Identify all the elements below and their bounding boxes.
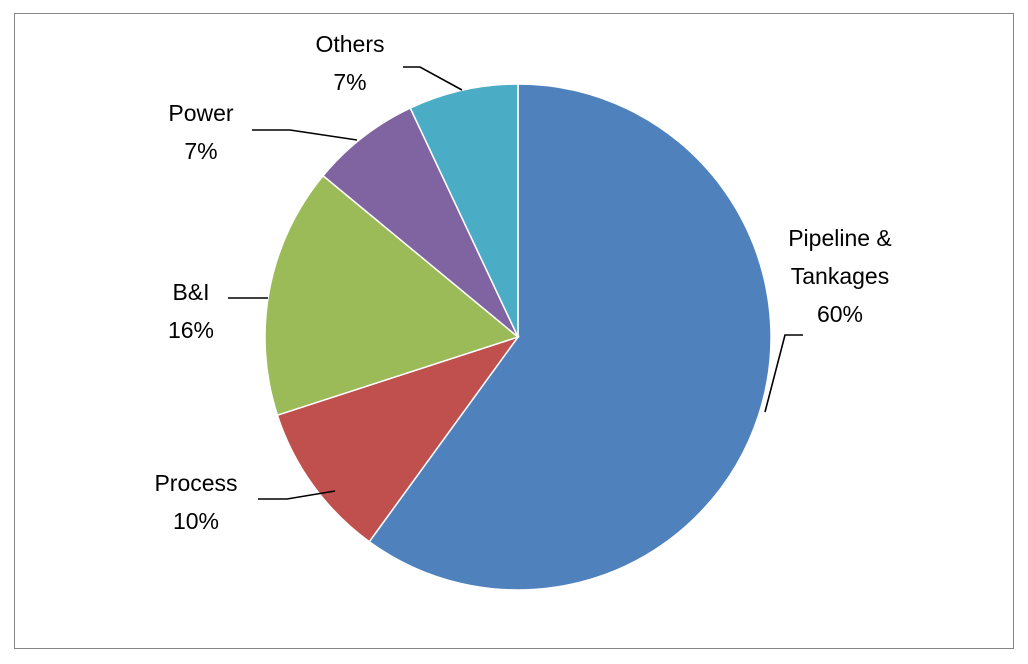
data-label-value: 7%: [184, 138, 217, 164]
data-label-value: 10%: [173, 508, 219, 534]
pie-slices: [264, 83, 772, 591]
pie-slice-b-i: [264, 174, 520, 417]
data-label-value: 60%: [817, 301, 863, 327]
leader-lines: [228, 66, 803, 500]
leader-line: [258, 490, 336, 500]
data-label: Power 7%: [168, 100, 234, 164]
data-label-value: 16%: [168, 317, 214, 343]
data-label-category: Tankages: [791, 263, 889, 289]
data-labels: Pipeline & Tankages 60% Process 10% B&I 16% Pow…: [154, 31, 891, 534]
data-label-category: Pipeline &: [788, 225, 892, 251]
data-label-value: 7%: [333, 69, 366, 95]
data-label: Others 7%: [315, 31, 384, 95]
pie-slice-process: [276, 335, 520, 543]
data-label-category: B&I: [172, 279, 209, 305]
leader-line: [403, 66, 463, 91]
pie-slice-pipeline-tankages: [368, 83, 772, 591]
pie-slice-others: [409, 83, 519, 338]
data-label-category: Power: [168, 100, 234, 126]
data-label: Pipeline & Tankages 60%: [788, 225, 892, 327]
data-label-category: Process: [154, 470, 237, 496]
leader-line: [764, 334, 803, 413]
data-label: B&I 16%: [168, 279, 214, 343]
pie-slice-power: [322, 107, 519, 338]
data-label: Process 10%: [154, 470, 237, 534]
leader-line: [252, 129, 358, 141]
data-label-category: Others: [315, 31, 384, 57]
